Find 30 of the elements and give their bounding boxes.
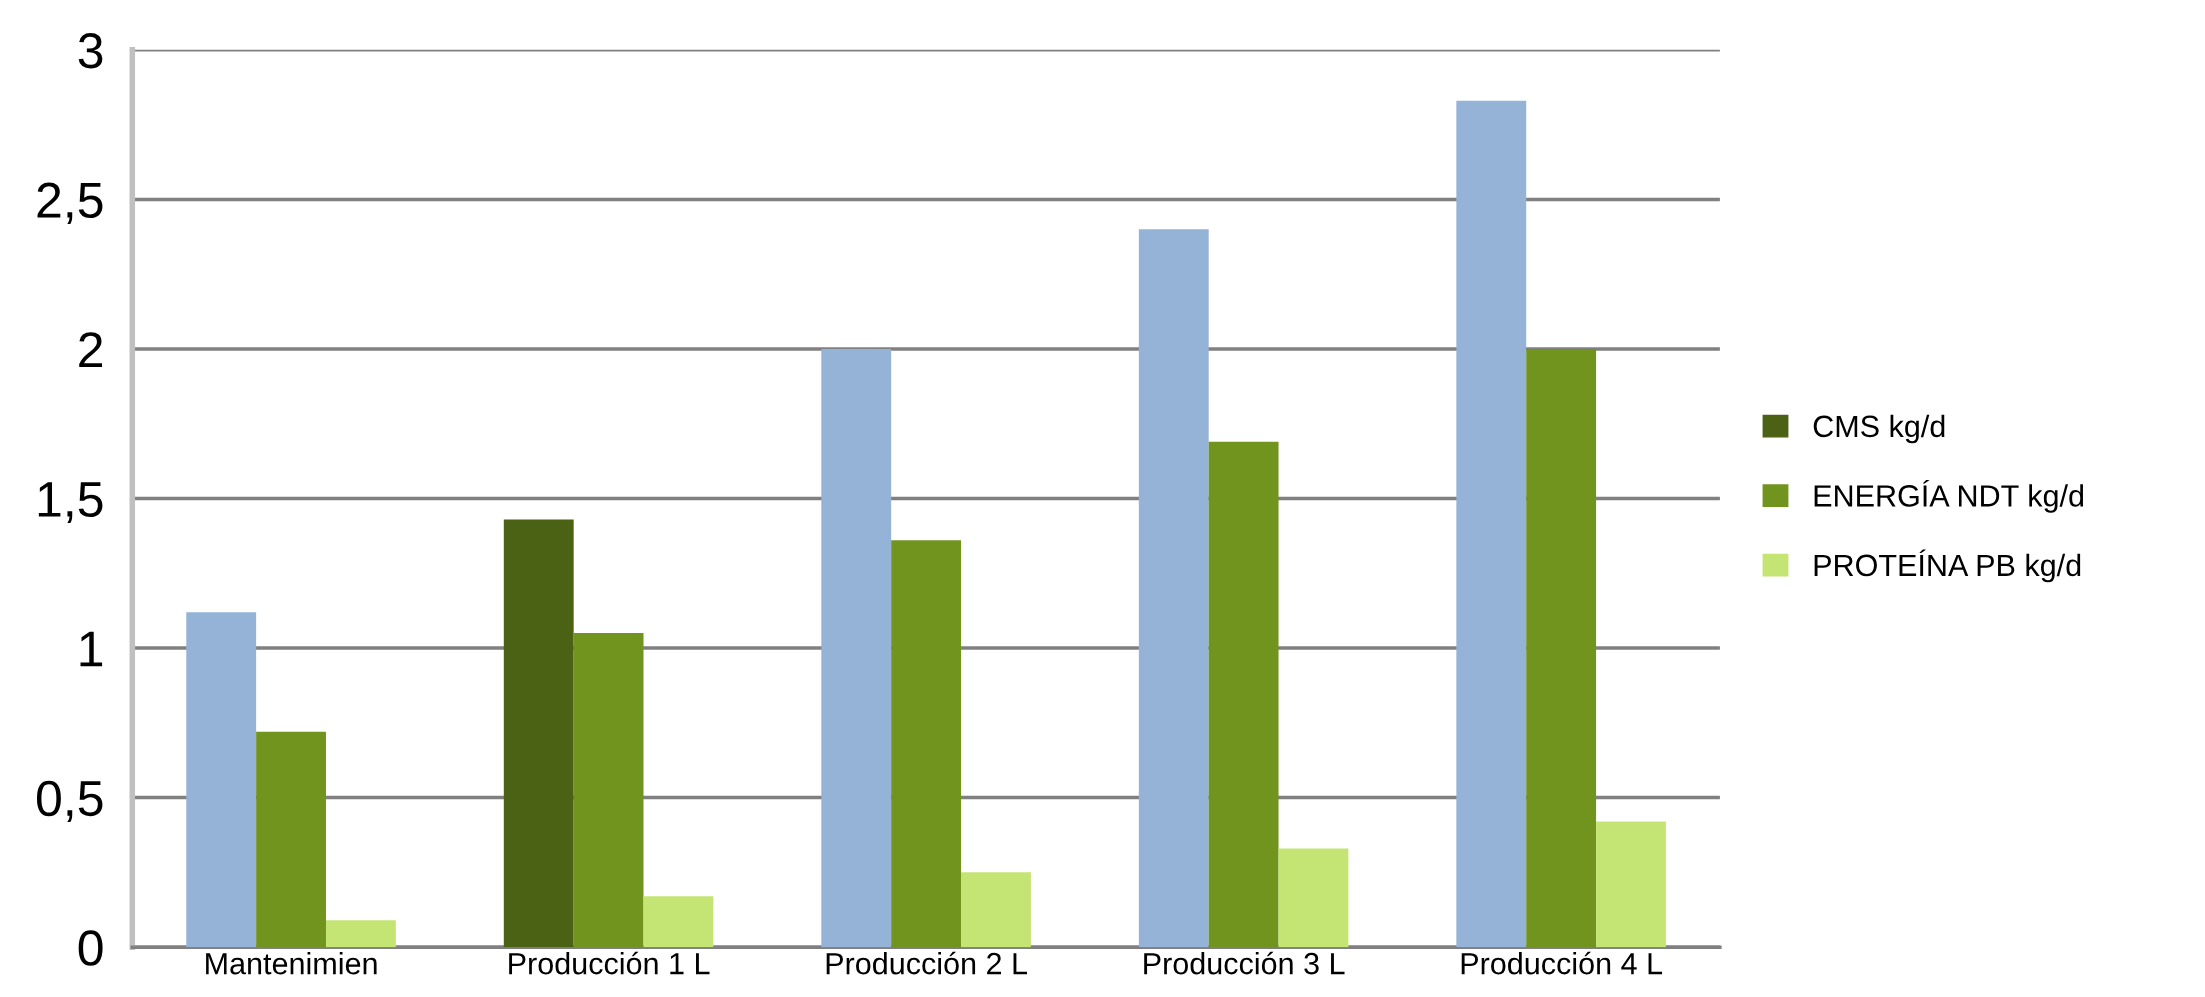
bar <box>256 731 326 948</box>
bar <box>503 519 574 948</box>
y-tick-label: 0,5 <box>36 780 103 823</box>
y-tick-label: 2 <box>79 332 103 368</box>
bar <box>186 612 257 948</box>
x-tick-label: Producción 1 L <box>509 951 710 975</box>
x-tick-label: Producción 2 L <box>826 951 1028 975</box>
bar <box>1138 229 1209 948</box>
bar <box>1208 441 1279 948</box>
y-tick-label: 1,5 <box>38 482 103 524</box>
bar <box>1456 100 1527 948</box>
bar <box>961 872 1031 948</box>
y-tick-label: 1 <box>80 631 103 667</box>
bar <box>1278 848 1349 948</box>
legend-label: ENERGÍA NDT kg/d <box>1814 479 2084 513</box>
bar <box>821 348 892 948</box>
y-tick-label: 0 <box>78 930 103 966</box>
bar <box>325 920 396 948</box>
bar <box>643 896 714 948</box>
legend-label: PROTEÍNA PB kg/d <box>1814 549 2081 583</box>
x-tick-label: Mantenimien <box>206 952 377 975</box>
bar <box>1596 821 1666 948</box>
x-tick-label: Producción 4 L <box>1461 951 1663 975</box>
bar <box>891 540 962 948</box>
legend-label: CMS kg/d <box>1813 414 1945 444</box>
y-tick-label: 2,5 <box>37 182 103 224</box>
bar <box>573 633 644 948</box>
x-tick-label: Producción 3 L <box>1144 951 1345 975</box>
y-tick-label: 3 <box>78 33 103 69</box>
bar <box>1526 348 1597 948</box>
